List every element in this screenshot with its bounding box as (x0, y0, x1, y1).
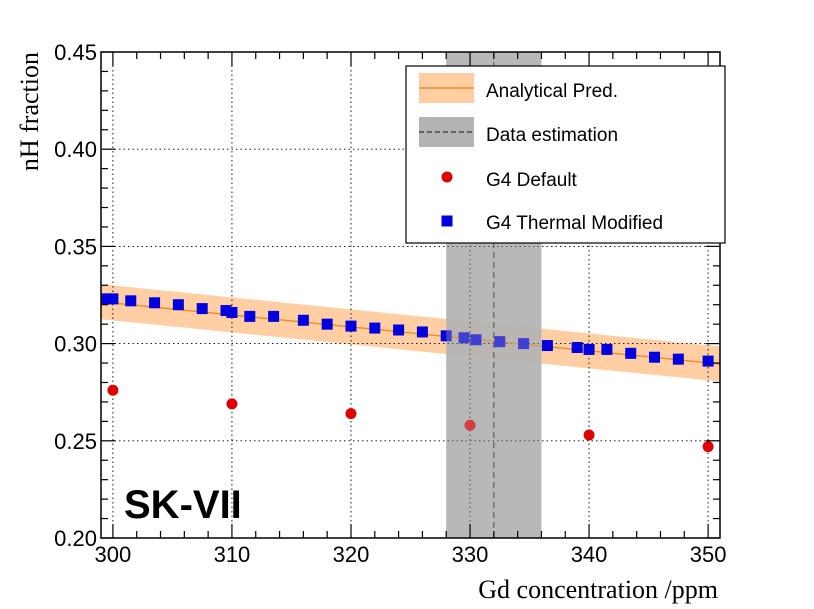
y-tick-label: 0.20 (54, 526, 97, 551)
legend-label-data-estimation: Data estimation (486, 125, 618, 146)
legend-g4-thermal-marker (441, 215, 453, 227)
g4-thermal-modified-point (297, 314, 309, 326)
g4-thermal-modified-point (625, 347, 637, 359)
g4-thermal-modified-point (702, 355, 714, 367)
g4-default-point (345, 408, 357, 420)
g4-thermal-modified-point (672, 353, 684, 365)
g4-thermal-modified-point (101, 293, 113, 305)
x-tick-label: 350 (690, 542, 727, 567)
x-axis-title: Gd concentration /ppm (478, 575, 718, 604)
x-tick-label: 320 (333, 542, 370, 567)
g4-default-point (464, 419, 476, 431)
y-tick-label: 0.25 (54, 429, 97, 454)
g4-thermal-modified-point (172, 299, 184, 311)
g4-thermal-modified-point (541, 340, 553, 352)
g4-thermal-modified-point (518, 338, 530, 350)
g4-default-point (583, 429, 595, 441)
x-tick-label: 330 (452, 542, 489, 567)
g4-thermal-modified-point (440, 330, 452, 342)
g4-default-point (107, 384, 119, 396)
plot-frame (100, 51, 721, 539)
y-tick-label: 0.30 (54, 332, 97, 357)
g4-thermal-modified-point (369, 322, 381, 334)
g4-thermal-modified-point (268, 310, 280, 322)
g4-thermal-modified-point (345, 320, 357, 332)
g4-thermal-modified-point (244, 310, 256, 322)
g4-thermal-modified-point (494, 336, 506, 348)
g4-thermal-modified-point (107, 293, 119, 305)
x-tick-label: 310 (214, 542, 251, 567)
g4-thermal-modified-point (149, 297, 161, 309)
g4-thermal-modified-point (321, 318, 333, 330)
legend-label-g4-thermal: G4 Thermal Modified (486, 213, 663, 234)
sk-vii-annotation: SK-VII (124, 483, 242, 527)
x-tick-label: 340 (571, 542, 608, 567)
g4-thermal-modified-point (220, 305, 232, 317)
y-tick-label: 0.40 (54, 137, 97, 162)
g4-default-point (226, 398, 238, 410)
tick-labels-layer: 300 310 320 330 340 350 0.20 0.25 0.30 0.35 0.40 0.… (54, 40, 726, 567)
legend-label-g4-default: G4 Default (486, 170, 578, 191)
g4-thermal-modified-point (649, 351, 661, 363)
legend: Analytical Pred. Data estimation G4 Defa… (405, 65, 726, 244)
legend-g4-default-marker (441, 171, 453, 183)
g4-thermal-modified-point (196, 303, 208, 315)
y-tick-label: 0.35 (54, 234, 97, 259)
frame-layer (100, 51, 721, 539)
g4-thermal-modified-point (125, 295, 137, 307)
legend-label-analytical: Analytical Pred. (486, 81, 618, 102)
g4-thermal-modified-point (470, 334, 482, 346)
x-tick-label: 300 (95, 542, 132, 567)
g4-thermal-modified-point (226, 306, 238, 318)
g4-thermal-modified-point (458, 332, 470, 344)
g4-thermal-modified-point (416, 326, 428, 338)
g4-default-point (702, 441, 714, 453)
g4-thermal-modified-point (571, 341, 583, 353)
y-tick-label: 0.45 (54, 40, 97, 65)
legend-symbols (419, 73, 474, 227)
g4-thermal-modified-point (601, 343, 613, 355)
y-axis-title: nH fraction (15, 52, 44, 171)
g4-thermal-modified-point (583, 343, 595, 355)
g4-thermal-modified-point (393, 324, 405, 336)
